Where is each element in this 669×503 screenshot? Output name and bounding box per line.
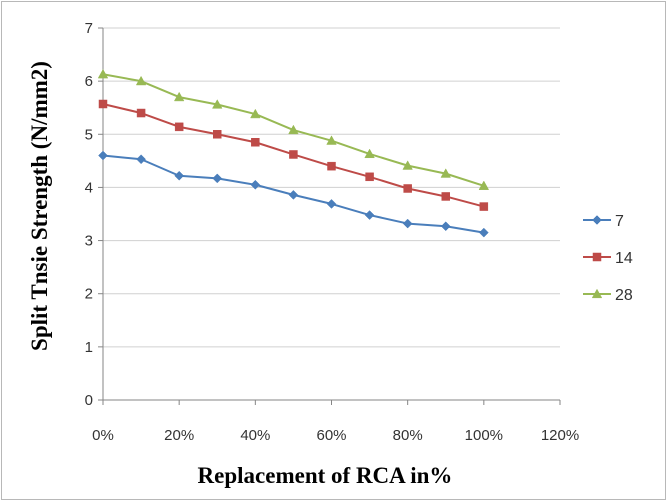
y-tick-label: 7 — [85, 20, 93, 37]
data-point-7 — [288, 190, 299, 200]
data-point-14 — [441, 192, 450, 201]
series-14 — [98, 99, 489, 211]
data-point-28 — [364, 148, 375, 159]
legend-item-7: 7 — [583, 213, 624, 230]
y-tick-label: 4 — [85, 179, 93, 196]
legend-item-14: 14 — [583, 250, 633, 267]
data-point-14 — [174, 122, 184, 132]
legend-item-28: 28 — [583, 287, 633, 304]
legend-label: 7 — [615, 213, 624, 230]
data-point-14 — [289, 150, 298, 159]
data-point-14 — [365, 172, 374, 182]
y-tick-label: 6 — [85, 73, 93, 90]
data-point-7 — [402, 218, 413, 229]
legend-marker — [592, 215, 602, 225]
axes — [98, 27, 561, 405]
data-point-14 — [327, 161, 336, 171]
legend-marker — [591, 288, 603, 299]
y-tick-label: 5 — [85, 126, 93, 143]
legend: 7 14 28 — [583, 213, 633, 304]
y-tick-label: 2 — [85, 286, 93, 303]
series-7 — [98, 150, 489, 238]
data-point-7 — [212, 173, 223, 184]
data-point-28 — [402, 160, 413, 170]
data-point-14 — [251, 138, 260, 147]
data-point-28 — [250, 108, 261, 119]
data-point-14 — [98, 99, 108, 109]
data-point-14 — [479, 202, 489, 211]
data-point-14 — [403, 184, 412, 193]
data-point-28 — [288, 124, 299, 135]
x-tick-label: 120% — [541, 427, 579, 444]
data-point-7 — [98, 150, 108, 161]
y-tick-label: 1 — [85, 339, 93, 356]
data-point-28 — [173, 91, 185, 102]
x-tick-label: 40% — [240, 427, 270, 444]
data-point-14 — [213, 130, 222, 139]
legend-marker — [592, 252, 602, 262]
x-axis-tick-labels: 0% 20% 40% 60% 80% 100% 120% — [92, 427, 579, 444]
y-axis-title: Split Tnsie Strength (N/mm2) — [27, 61, 52, 351]
data-point-7 — [136, 154, 146, 165]
y-tick-label: 3 — [85, 233, 93, 250]
x-axis-title: Replacement of RCA in% — [198, 463, 453, 488]
data-point-7 — [326, 199, 337, 209]
data-point-14 — [136, 108, 146, 118]
x-tick-label: 80% — [393, 427, 423, 444]
y-tick-label: 0 — [85, 392, 93, 409]
x-tick-label: 20% — [164, 427, 194, 444]
data-point-28 — [97, 68, 109, 79]
data-point-7 — [364, 210, 375, 220]
series-lines — [97, 68, 490, 238]
x-tick-label: 0% — [92, 427, 114, 444]
y-axis-tick-labels: 0 1 2 3 4 5 6 7 — [85, 20, 93, 409]
legend-label: 14 — [615, 250, 633, 267]
gridlines — [103, 27, 560, 348]
x-tick-label: 60% — [316, 427, 346, 444]
data-point-28 — [135, 75, 147, 86]
data-point-28 — [326, 135, 337, 145]
data-point-7 — [174, 170, 185, 181]
legend-label: 28 — [615, 287, 633, 304]
data-point-28 — [440, 168, 451, 178]
data-point-7 — [250, 179, 261, 190]
series-28 — [97, 68, 490, 190]
data-point-28 — [212, 99, 223, 109]
data-point-7 — [440, 221, 451, 232]
data-point-7 — [478, 227, 489, 238]
data-point-28 — [478, 180, 490, 190]
x-tick-label: 100% — [465, 427, 503, 444]
